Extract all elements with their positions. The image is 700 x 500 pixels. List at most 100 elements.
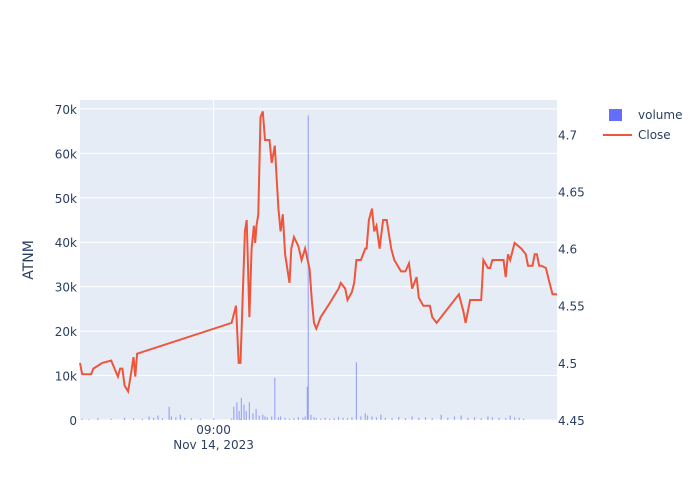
volume-bar	[199, 418, 201, 420]
volume-bar	[152, 417, 155, 420]
y-right-tick-label: 4.65	[558, 185, 585, 199]
volume-bar	[264, 416, 266, 420]
volume-bar	[245, 411, 247, 420]
volume-bar	[355, 362, 357, 420]
volume-bar	[498, 417, 500, 420]
grid	[80, 108, 557, 421]
volume-bar	[190, 418, 193, 420]
volume-bar	[110, 418, 112, 420]
volume-bar	[418, 417, 420, 420]
volume-bar	[255, 408, 257, 420]
volume-bar	[179, 414, 181, 420]
volume-bar	[404, 418, 407, 420]
volume-bar	[170, 416, 172, 420]
y-right-tick-label: 4.5	[558, 357, 577, 371]
volume-bar	[148, 416, 150, 420]
y-right-tick-label: 4.55	[558, 300, 585, 314]
volume-bar	[453, 416, 456, 420]
volume-bar	[329, 418, 331, 420]
volume-bar	[514, 417, 516, 420]
volume-bar	[277, 417, 279, 420]
volume-bar	[351, 417, 353, 420]
volume-bar	[243, 404, 245, 420]
volume-bar	[304, 416, 306, 420]
volume-bar	[491, 417, 493, 420]
volume-bar	[342, 417, 344, 420]
volume-bar	[337, 416, 340, 420]
volume-bar	[280, 416, 282, 420]
volume-bar	[123, 417, 126, 420]
volume-bar	[97, 418, 99, 420]
volume-bar	[360, 416, 362, 420]
volume-bar	[239, 419, 242, 420]
y-axis-left: 0 10k 20k 30k 40k 50k 60k 70k	[55, 103, 77, 428]
legend-item-close[interactable]: Close	[603, 128, 671, 142]
volume-bar	[262, 414, 264, 420]
volume-bar	[364, 413, 366, 420]
plot-background	[80, 100, 557, 420]
volume-bar	[306, 386, 308, 420]
volume-bar	[380, 414, 382, 420]
volume-bar	[274, 377, 276, 420]
volume-bar	[522, 418, 525, 420]
legend[interactable]: volume Close	[603, 108, 682, 142]
y-left-tick-label: 0	[69, 414, 77, 428]
volume-bar	[161, 418, 164, 420]
volume-bar	[297, 417, 300, 420]
volume-bar	[184, 417, 186, 420]
volume-bar	[248, 402, 251, 420]
volume-bar	[88, 419, 90, 420]
volume-bar	[168, 406, 170, 420]
legend-swatch-bar	[609, 109, 622, 121]
volume-bar	[460, 415, 462, 420]
y-axis-right: 4.45 4.5 4.55 4.6 4.65 4.7	[558, 128, 585, 428]
volume-bar	[480, 418, 482, 420]
volume-bar	[424, 417, 427, 420]
volume-bar	[307, 115, 309, 421]
volume-bar	[315, 418, 317, 420]
volume-bar	[473, 417, 476, 420]
volume-bar	[324, 417, 326, 420]
close-line	[79, 111, 557, 395]
volume-bar	[384, 417, 386, 420]
volume-bar	[271, 416, 273, 420]
volume-bar	[284, 417, 286, 420]
volume-bar	[233, 406, 235, 420]
legend-item-volume[interactable]: volume	[609, 108, 682, 122]
volume-bar	[236, 402, 238, 420]
legend-label: Close	[638, 128, 671, 142]
y-right-tick-label: 4.6	[558, 243, 577, 257]
volume-bar	[333, 418, 335, 420]
volume-bar	[310, 414, 312, 420]
volume-bar	[81, 418, 83, 420]
y-right-tick-label: 4.45	[558, 414, 585, 428]
y-axis-title: ATNM	[21, 240, 37, 280]
volume-bar	[141, 418, 144, 420]
volume-bar	[252, 413, 254, 420]
volume-bar	[320, 418, 322, 420]
y-right-tick-label: 4.7	[558, 128, 577, 142]
y-left-tick-label: 50k	[55, 192, 77, 206]
volume-bar	[240, 397, 242, 420]
volume-bar	[288, 418, 291, 420]
volume-bar	[258, 415, 260, 420]
volume-bar	[302, 417, 304, 420]
volume-bar	[398, 416, 400, 420]
volume-bar	[132, 418, 135, 420]
volume-bar	[346, 418, 349, 420]
y-left-tick-label: 70k	[55, 103, 77, 117]
volume-bar	[375, 417, 378, 420]
volume-bar	[230, 418, 233, 420]
volume-bars	[81, 115, 525, 421]
volume-bar	[266, 417, 268, 420]
volume-bar	[213, 418, 215, 420]
volume-bar	[371, 416, 373, 420]
volume-bar	[293, 418, 295, 420]
volume-bar	[447, 417, 449, 420]
y-left-tick-label: 10k	[55, 370, 77, 384]
y-left-tick-label: 60k	[55, 147, 77, 161]
legend-label: volume	[638, 108, 682, 122]
x-tick-label: 09:00	[196, 423, 231, 437]
